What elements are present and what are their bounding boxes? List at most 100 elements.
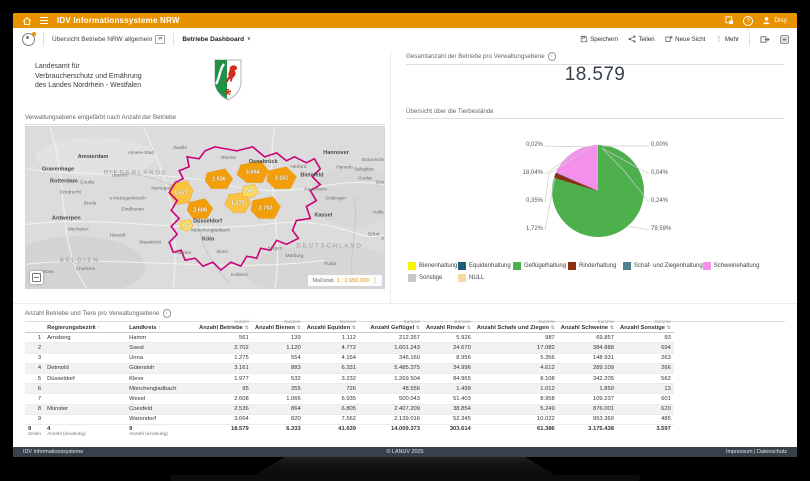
- table-cell: 266: [616, 363, 674, 374]
- data-basket-icon[interactable]: [725, 16, 734, 25]
- footer-links[interactable]: Impressum | Datenschutz: [725, 449, 787, 455]
- column-header[interactable]: Summe Anzahl Schweine ⇅: [557, 318, 617, 334]
- help-icon[interactable]: ?: [743, 15, 754, 26]
- sort-icon[interactable]: ⇅: [550, 324, 555, 331]
- pie-percent-label: 0,35%: [525, 198, 543, 204]
- menu-icon[interactable]: [40, 17, 48, 24]
- sort-icon[interactable]: ⇅: [244, 324, 249, 331]
- district-Coesfeld[interactable]: [204, 168, 234, 189]
- scale-menu-icon[interactable]: ⋮: [372, 278, 378, 284]
- column-header[interactable]: Summe Anzahl Rinder ⇅: [423, 318, 474, 334]
- district-Warendorf[interactable]: [236, 160, 269, 183]
- save-button[interactable]: Speichern: [580, 35, 618, 43]
- scale-value[interactable]: 1 : 2.650.000: [336, 277, 369, 284]
- district-value: 2.702: [259, 205, 273, 211]
- legend-item[interactable]: Schaf- und Ziegenhaltung: [623, 262, 703, 270]
- legend-item[interactable]: Rinderhaltung: [568, 262, 623, 270]
- table-cell: 987: [473, 332, 558, 344]
- map[interactable]: Amsterdam Almere-Stad Zwolle Hannover Brauns…: [25, 126, 385, 289]
- sort-icon[interactable]: ↑: [158, 324, 161, 331]
- share-button[interactable]: Teilen: [628, 35, 655, 43]
- district-Gütersloh[interactable]: [266, 166, 297, 189]
- table-row[interactable]: 2 Soest 2.702 1.120 4.772 1.601.243 24.670 17.0…: [25, 342, 674, 354]
- legend-label: Schweinehaltung: [713, 263, 760, 269]
- home-icon[interactable]: [22, 16, 32, 26]
- workbook-logo-icon[interactable]: [22, 31, 36, 46]
- column-header[interactable]: Summe Anzahl Schafe und Ziegen ⇅: [473, 318, 558, 334]
- city-label: Herford: [290, 164, 306, 170]
- district-Wesel[interactable]: [186, 198, 214, 219]
- table-cell: 342.205: [557, 373, 617, 385]
- table-cell: [44, 342, 127, 354]
- table-row[interactable]: 5 Düsseldorf Kleve 1.977 532 3.232 1.269.504 84…: [25, 373, 674, 385]
- district-Mönchengladbach[interactable]: [179, 219, 194, 232]
- city-label: Hasselt: [110, 232, 127, 238]
- table-cell: 1.269.504: [359, 373, 423, 385]
- column-header[interactable]: Landkreis ↑: [126, 318, 197, 334]
- table-row[interactable]: 6 Mönchengladbach 95 355 726 48.556 1.499 1.012…: [25, 383, 674, 395]
- city-label: Charleroi: [76, 266, 95, 272]
- tab-dashboard[interactable]: Betriebe Dashboard ∨: [182, 36, 250, 43]
- sort-icon[interactable]: ⇅: [415, 324, 420, 331]
- pie-widget-title: Übersicht über die Tierbestände: [406, 108, 784, 119]
- city-label: Fulda: [324, 261, 336, 267]
- column-header[interactable]: Summe Anzahl Sonstige ⇅: [616, 318, 674, 334]
- new-view-button[interactable]: Neue Sicht: [665, 35, 705, 43]
- legend-item[interactable]: Schweinehaltung: [702, 262, 765, 270]
- sort-icon[interactable]: ⇅: [609, 324, 614, 331]
- column-header[interactable]: Summe Anzahl Geflügel ⇅: [359, 318, 423, 334]
- user-menu[interactable]: Disy: [762, 16, 787, 25]
- column-header[interactable]: Summe Anzahl Equiden ⇅: [303, 318, 359, 334]
- legend-item[interactable]: Bienenhaltung: [408, 262, 458, 270]
- table-cell: 346.160: [359, 353, 423, 364]
- sort-icon[interactable]: ↑: [97, 324, 101, 331]
- summary-cell: 6.333: [251, 423, 304, 440]
- info-icon[interactable]: i: [547, 52, 557, 61]
- table-cell: 24.670: [423, 342, 474, 354]
- legend-list-icon[interactable]: [780, 34, 789, 44]
- map-scale-control[interactable]: Maßstab 1 : 2.650.000 ⋮: [308, 275, 382, 286]
- city-label: Aachen: [175, 250, 192, 256]
- table-cell: 1.275: [196, 353, 252, 364]
- sort-icon[interactable]: ⇅: [296, 324, 301, 331]
- table-row[interactable]: 3 Unna 1.275 554 4.164 346.160 8.956 5.356 148.9…: [25, 353, 674, 364]
- info-icon[interactable]: i: [162, 309, 171, 318]
- sort-icon[interactable]: ⇅: [351, 324, 356, 331]
- table-row[interactable]: 8 Münster Coesfeld 2.536 864 6.805 2.407.209 38…: [25, 404, 674, 415]
- city-label: Köln: [202, 236, 215, 242]
- legend-item[interactable]: Sonstige: [408, 273, 458, 282]
- legend-item[interactable]: Geflügelhaltung: [513, 262, 568, 270]
- table-row[interactable]: 4 Detmold Gütersloh 3.161 883 6.331 5.485.375 3…: [25, 363, 674, 374]
- column-header[interactable]: Regierungsbezirk ↑: [44, 318, 127, 334]
- sort-icon[interactable]: ⇅: [466, 324, 471, 331]
- legend-label: Schaf- und Ziegenhaltung: [634, 263, 703, 269]
- pie-graphic[interactable]: [552, 145, 644, 237]
- row-number: 4: [25, 363, 45, 374]
- titlebar: IDV Informationssysteme NRW ? Disy: [13, 13, 797, 28]
- table-cell: 726: [303, 383, 359, 395]
- legend-item[interactable]: Equidenhaltung: [458, 262, 513, 270]
- map-districts: [169, 160, 297, 232]
- export-panel-icon[interactable]: [760, 35, 770, 44]
- district-Hamm[interactable]: [242, 184, 259, 198]
- tab-overview[interactable]: Übersicht Betriebe NRW allgemein ⇄: [52, 34, 166, 44]
- share-icon: [628, 35, 636, 43]
- aggregation-label: Summe: [284, 319, 301, 325]
- sort-icon[interactable]: ⇅: [666, 324, 671, 331]
- more-button[interactable]: ⋮ Mehr: [715, 35, 739, 44]
- table-row[interactable]: 9 Warendorf 3.664 820 7.562 2.139.016 52.345 10…: [25, 414, 674, 425]
- table-row[interactable]: 1 Arnsberg Hamm 561 139 1.112 212.267 5.926 987 6…: [25, 332, 674, 344]
- footer-app-name: IDV Informationssysteme: [23, 449, 84, 455]
- column-header[interactable]: Anzahl Anzahl Betriebe ⇅: [196, 318, 252, 334]
- pie-percent-label: 18,04%: [522, 170, 543, 176]
- district-Soest[interactable]: [250, 196, 281, 219]
- table-cell: 139: [251, 332, 304, 344]
- map-layers-button[interactable]: [30, 271, 43, 284]
- city-label: Mechelen: [68, 226, 89, 232]
- summary-cell: 303.614: [423, 423, 474, 440]
- table-row[interactable]: 7 Wesel 2.608 1.066 6.935 500.043 51.403 8.958 1…: [25, 393, 674, 405]
- legend-item[interactable]: NULL: [458, 273, 498, 282]
- column-label: Anzahl Bienen ⇅: [254, 324, 301, 331]
- column-header[interactable]: Summe Anzahl Bienen ⇅: [251, 318, 304, 334]
